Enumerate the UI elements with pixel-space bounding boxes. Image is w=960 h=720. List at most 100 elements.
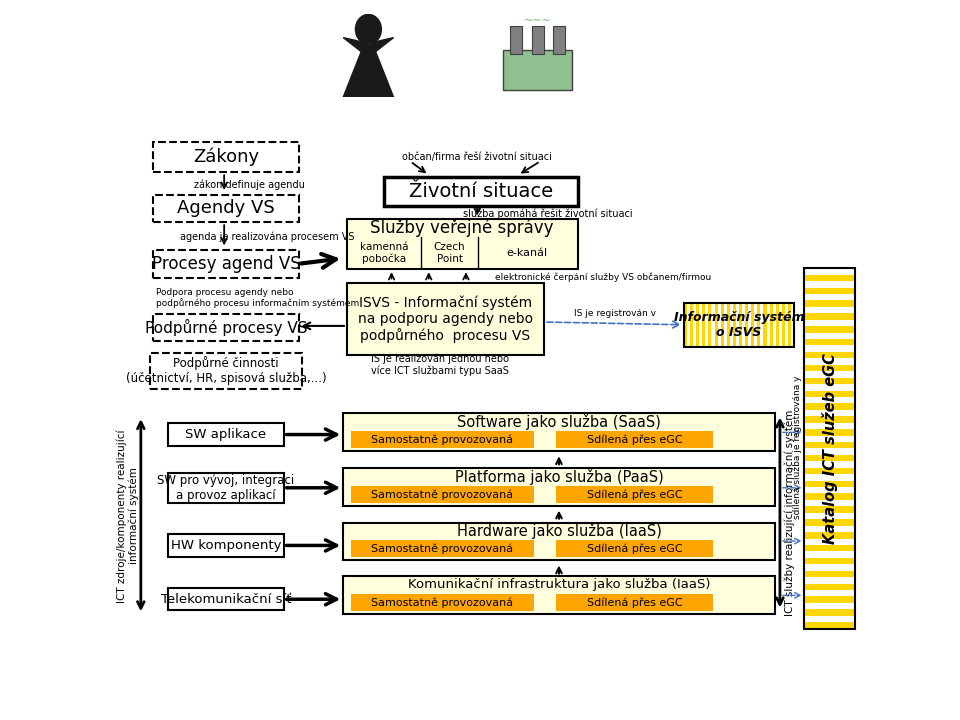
Text: IS je realizován jednou nebo
více ICT službami typu SaaS: IS je realizován jednou nebo více ICT sl… <box>371 354 509 376</box>
Bar <box>727 302 730 347</box>
Text: Samostatně provozovaná: Samostatně provozovaná <box>372 544 514 554</box>
Bar <box>532 26 543 54</box>
Bar <box>770 302 773 347</box>
Bar <box>804 313 855 320</box>
Text: Procesy agend VS: Procesy agend VS <box>152 255 300 273</box>
Bar <box>696 302 699 347</box>
Text: Telekomunikační síť: Telekomunikační síť <box>160 593 291 606</box>
Bar <box>804 352 855 359</box>
Text: SW pro vývoj, integraci
a provoz aplikací: SW pro vývoj, integraci a provoz aplikac… <box>157 474 295 502</box>
Text: Podpora procesu agendy nebo
podpůrného procesu informačním systémem: Podpora procesu agendy nebo podpůrného p… <box>156 288 359 308</box>
Text: ~~~: ~~~ <box>524 16 551 26</box>
Text: Služby veřejné správy: Služby veřejné správy <box>371 219 554 237</box>
Bar <box>556 541 713 557</box>
Bar <box>745 302 748 347</box>
Text: Samostatně provozovaná: Samostatně provozovaná <box>372 434 514 445</box>
Bar <box>714 302 717 347</box>
Bar <box>804 416 855 423</box>
Text: Samostatně provozovaná: Samostatně provozovaná <box>372 489 514 500</box>
Bar <box>752 302 755 347</box>
Text: Platforma jako služba (PaaS): Platforma jako služba (PaaS) <box>455 469 663 485</box>
Text: e-kanál: e-kanál <box>506 248 547 258</box>
Bar <box>804 545 855 552</box>
Bar <box>168 423 284 446</box>
Bar <box>684 302 794 347</box>
Bar <box>154 250 299 278</box>
Text: Sdílená přes eGC: Sdílená přes eGC <box>587 434 683 445</box>
Bar <box>804 596 855 603</box>
Bar <box>168 588 284 611</box>
Text: elektronické čerpání služby VS občanem/firmou: elektronické čerpání služby VS občanem/f… <box>495 273 711 282</box>
Bar <box>804 326 855 333</box>
Bar <box>344 413 775 451</box>
Bar <box>804 442 855 449</box>
Bar <box>732 302 736 347</box>
Bar <box>804 287 855 294</box>
Bar <box>344 523 775 560</box>
Text: Katalog ICT služeb eGC: Katalog ICT služeb eGC <box>822 353 838 544</box>
Bar <box>804 390 855 397</box>
Text: HW komponenty: HW komponenty <box>171 539 281 552</box>
Bar <box>350 541 534 557</box>
Text: Komunikační infrastruktura jako služba (IaaS): Komunikační infrastruktura jako služba (… <box>408 578 710 591</box>
Bar <box>739 302 742 347</box>
Bar <box>804 493 855 500</box>
Bar <box>804 571 855 577</box>
Bar <box>804 480 855 487</box>
Bar <box>168 534 284 557</box>
Bar <box>350 594 534 611</box>
Text: Sdílená přes eGC: Sdílená přes eGC <box>587 489 683 500</box>
Polygon shape <box>344 37 394 97</box>
Bar <box>556 431 713 448</box>
Text: zákon definuje agendu: zákon definuje agendu <box>194 180 305 190</box>
Bar <box>804 468 855 474</box>
Text: Agendy VS: Agendy VS <box>178 199 275 217</box>
Bar <box>150 353 302 389</box>
Bar <box>556 594 713 611</box>
Bar <box>804 377 855 384</box>
Bar <box>757 302 760 347</box>
Text: služba pomáhá řešit životní situaci: služba pomáhá řešit životní situaci <box>463 209 633 219</box>
Bar <box>556 486 713 503</box>
Bar <box>804 269 855 629</box>
Bar <box>168 473 284 503</box>
Bar <box>703 302 706 347</box>
Bar <box>690 302 693 347</box>
Bar <box>781 302 785 347</box>
Bar <box>804 583 855 590</box>
Text: Czech
Point: Czech Point <box>434 242 466 264</box>
Bar <box>708 302 711 347</box>
Bar <box>344 577 775 614</box>
Text: IS je registrován v: IS je registrován v <box>574 309 656 318</box>
Bar <box>384 177 578 206</box>
Bar <box>788 302 791 347</box>
Bar <box>804 403 855 410</box>
Text: Software jako služba (SaaS): Software jako služba (SaaS) <box>457 414 660 430</box>
Text: Informační systém
o ISVS: Informační systém o ISVS <box>674 311 804 339</box>
Bar <box>350 486 534 503</box>
Bar <box>804 429 855 436</box>
Text: sdílená služba je registrována y: sdílená služba je registrována y <box>793 375 802 518</box>
Bar <box>347 283 544 355</box>
Bar <box>154 142 299 172</box>
Bar <box>804 455 855 462</box>
Text: ICT zdroje/komponenty realizující
informační systém: ICT zdroje/komponenty realizující inform… <box>116 429 139 603</box>
Bar <box>154 194 299 222</box>
Bar <box>804 519 855 526</box>
Text: Samostatně provozovaná: Samostatně provozovaná <box>372 598 514 608</box>
Bar <box>804 532 855 539</box>
Bar <box>804 558 855 564</box>
Bar <box>503 50 572 89</box>
Bar <box>804 365 855 372</box>
Bar <box>804 274 855 281</box>
Bar <box>804 506 855 513</box>
Bar <box>344 469 775 506</box>
Bar <box>804 609 855 616</box>
Circle shape <box>355 14 381 44</box>
Bar <box>553 26 565 54</box>
Text: agenda je realizována procesem VS: agenda je realizována procesem VS <box>180 232 354 243</box>
Bar <box>804 339 855 346</box>
Bar <box>684 302 687 347</box>
Bar <box>347 220 578 269</box>
Text: Sdílená přes eGC: Sdílená přes eGC <box>587 544 683 554</box>
